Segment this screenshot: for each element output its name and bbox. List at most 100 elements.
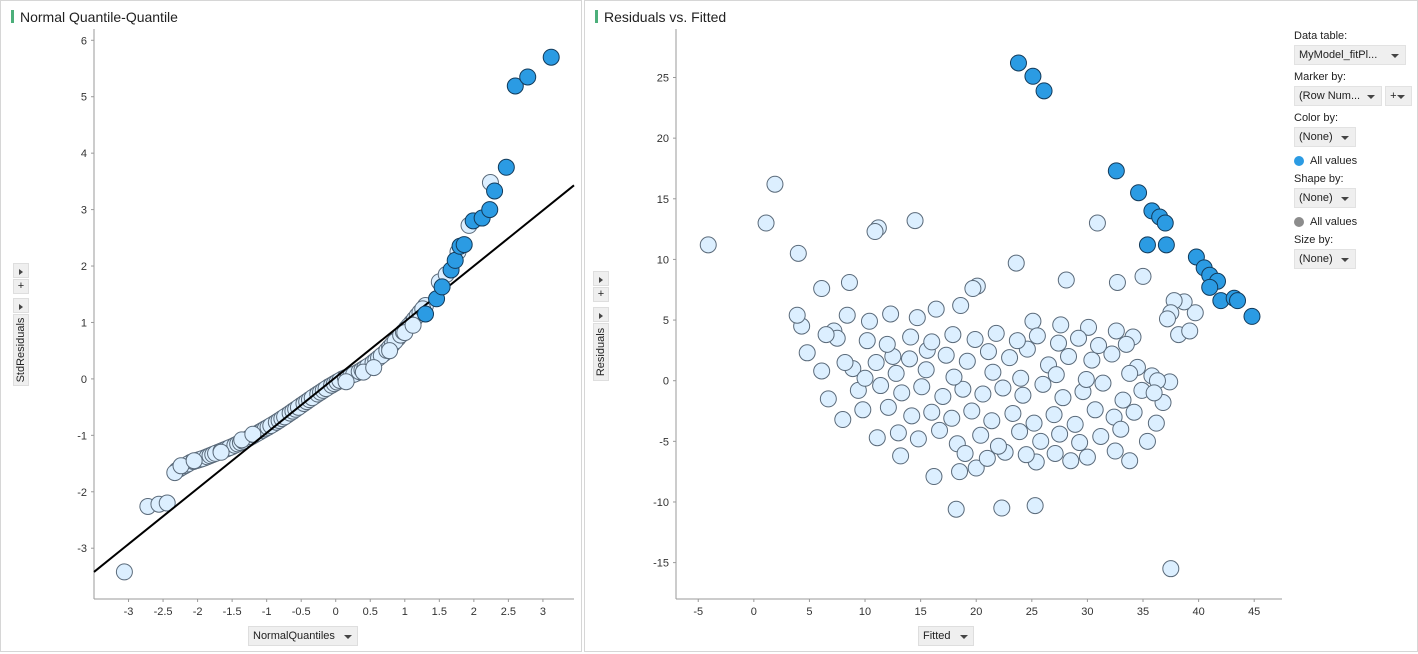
shape-by-dropdown[interactable]: (None) [1294, 188, 1356, 208]
rf-marked-point[interactable] [1107, 162, 1125, 180]
rf-point[interactable] [956, 444, 974, 462]
rf-point[interactable] [972, 426, 990, 444]
rf-point[interactable] [1050, 334, 1068, 352]
rf-point[interactable] [789, 244, 807, 262]
rf-point[interactable] [1078, 448, 1096, 466]
rf-point[interactable] [813, 280, 831, 298]
rf-point[interactable] [1054, 389, 1072, 407]
color-by-dropdown[interactable]: (None) [1294, 127, 1356, 147]
rf-x-axis-selector[interactable]: Fitted [918, 626, 974, 646]
qq-point[interactable] [337, 373, 355, 391]
qq-marked-point[interactable] [519, 68, 537, 86]
rf-point[interactable] [987, 324, 1005, 342]
rf-marked-point[interactable] [1035, 82, 1053, 100]
rf-point[interactable] [989, 437, 1007, 455]
rf-point[interactable] [766, 175, 784, 193]
rf-point[interactable] [1001, 349, 1019, 367]
rf-point[interactable] [1080, 318, 1098, 336]
rf-point[interactable] [1117, 335, 1135, 353]
rf-point[interactable] [994, 379, 1012, 397]
rf-point[interactable] [1106, 442, 1124, 460]
rf-point[interactable] [838, 306, 856, 324]
rf-point[interactable] [1014, 386, 1032, 404]
rf-point[interactable] [1145, 384, 1163, 402]
rf-point[interactable] [1181, 322, 1199, 340]
rf-point[interactable] [867, 354, 885, 372]
qq-point[interactable] [158, 494, 176, 512]
qq-marked-point[interactable] [497, 158, 515, 176]
rf-marked-point[interactable] [1024, 67, 1042, 85]
qq-y-plus-button[interactable]: + [13, 279, 29, 294]
rf-point[interactable] [887, 364, 905, 382]
rf-point[interactable] [1103, 345, 1121, 363]
rf-point[interactable] [943, 409, 961, 427]
rf-point[interactable] [1066, 415, 1084, 433]
qq-point[interactable] [115, 563, 133, 581]
rf-point[interactable] [854, 401, 872, 419]
qq-marked-point[interactable] [542, 48, 560, 66]
rf-point[interactable] [925, 468, 943, 486]
rf-point[interactable] [902, 328, 920, 346]
rf-point[interactable] [788, 306, 806, 324]
rf-point[interactable] [934, 387, 952, 405]
rf-point[interactable] [963, 402, 981, 420]
data-table-dropdown[interactable]: MyModel_fitPl... [1294, 45, 1406, 65]
rf-point[interactable] [1134, 267, 1152, 285]
qq-marked-point[interactable] [486, 182, 504, 200]
rf-point[interactable] [1077, 370, 1095, 388]
rf-marked-point[interactable] [1156, 214, 1174, 232]
rf-point[interactable] [927, 300, 945, 318]
rf-point[interactable] [1186, 304, 1204, 322]
rf-marked-point[interactable] [1130, 184, 1148, 202]
qq-marked-point[interactable] [446, 251, 464, 269]
rf-point[interactable] [893, 384, 911, 402]
rf-point[interactable] [1028, 327, 1046, 345]
rf-point[interactable] [798, 344, 816, 362]
qq-marked-point[interactable] [506, 77, 524, 95]
rf-point[interactable] [923, 333, 941, 351]
rf-point[interactable] [858, 332, 876, 350]
rf-point[interactable] [937, 346, 955, 364]
rf-point[interactable] [952, 297, 970, 315]
qq-plot[interactable]: -3 -2 -1 0 1 2 3 4 5 6 -3 -2.5 -2 -1.5 -1 -0.5 0 0.5 1 1.5 2… [1, 1, 581, 651]
qq-point[interactable] [365, 359, 383, 377]
rf-point[interactable] [892, 447, 910, 465]
rf-point[interactable] [993, 499, 1011, 517]
qq-y-expand-button[interactable] [13, 263, 29, 278]
marker-add-dropdown[interactable]: + [1385, 86, 1412, 106]
qq-x-axis-selector[interactable]: NormalQuantiles [248, 626, 358, 646]
rf-point[interactable] [860, 312, 878, 330]
rf-point[interactable] [983, 412, 1001, 430]
rf-marked-point[interactable] [1009, 54, 1027, 72]
rf-point[interactable] [834, 411, 852, 429]
rf-point[interactable] [1060, 347, 1078, 365]
qq-y-more-button[interactable] [13, 298, 29, 313]
rf-point[interactable] [1092, 427, 1110, 445]
rf-point[interactable] [882, 305, 900, 323]
rf-point[interactable] [1090, 337, 1108, 355]
rf-marked-point[interactable] [1243, 307, 1261, 325]
rf-point[interactable] [958, 352, 976, 370]
rf-point[interactable] [817, 326, 835, 344]
qq-y-axis-selector[interactable]: StdResiduals [13, 314, 29, 386]
rf-point[interactable] [1012, 369, 1030, 387]
rf-point[interactable] [908, 309, 926, 327]
rf-marked-point[interactable] [1138, 236, 1156, 254]
marker-by-dropdown[interactable]: (Row Num... [1294, 86, 1382, 106]
rf-point[interactable] [866, 223, 884, 241]
rf-point[interactable] [906, 212, 924, 230]
rf-point[interactable] [872, 377, 890, 395]
rf-y-expand-button[interactable] [593, 271, 609, 286]
qq-point[interactable] [212, 443, 230, 461]
rf-point[interactable] [901, 350, 919, 368]
rf-marked-point[interactable] [1157, 236, 1175, 254]
rf-point[interactable] [923, 403, 941, 421]
rf-point[interactable] [964, 280, 982, 298]
rf-y-axis-selector[interactable]: Residuals [593, 323, 609, 381]
qq-point[interactable] [404, 316, 422, 334]
rf-point[interactable] [889, 424, 907, 442]
rf-plot[interactable]: -15 -10 -5 0 5 10 15 20 25 -5 0 5 10 15 20 25 30 35 40 45 [585, 1, 1285, 651]
rf-point[interactable] [966, 330, 984, 348]
rf-point[interactable] [1071, 434, 1089, 452]
rf-point[interactable] [1032, 432, 1050, 450]
